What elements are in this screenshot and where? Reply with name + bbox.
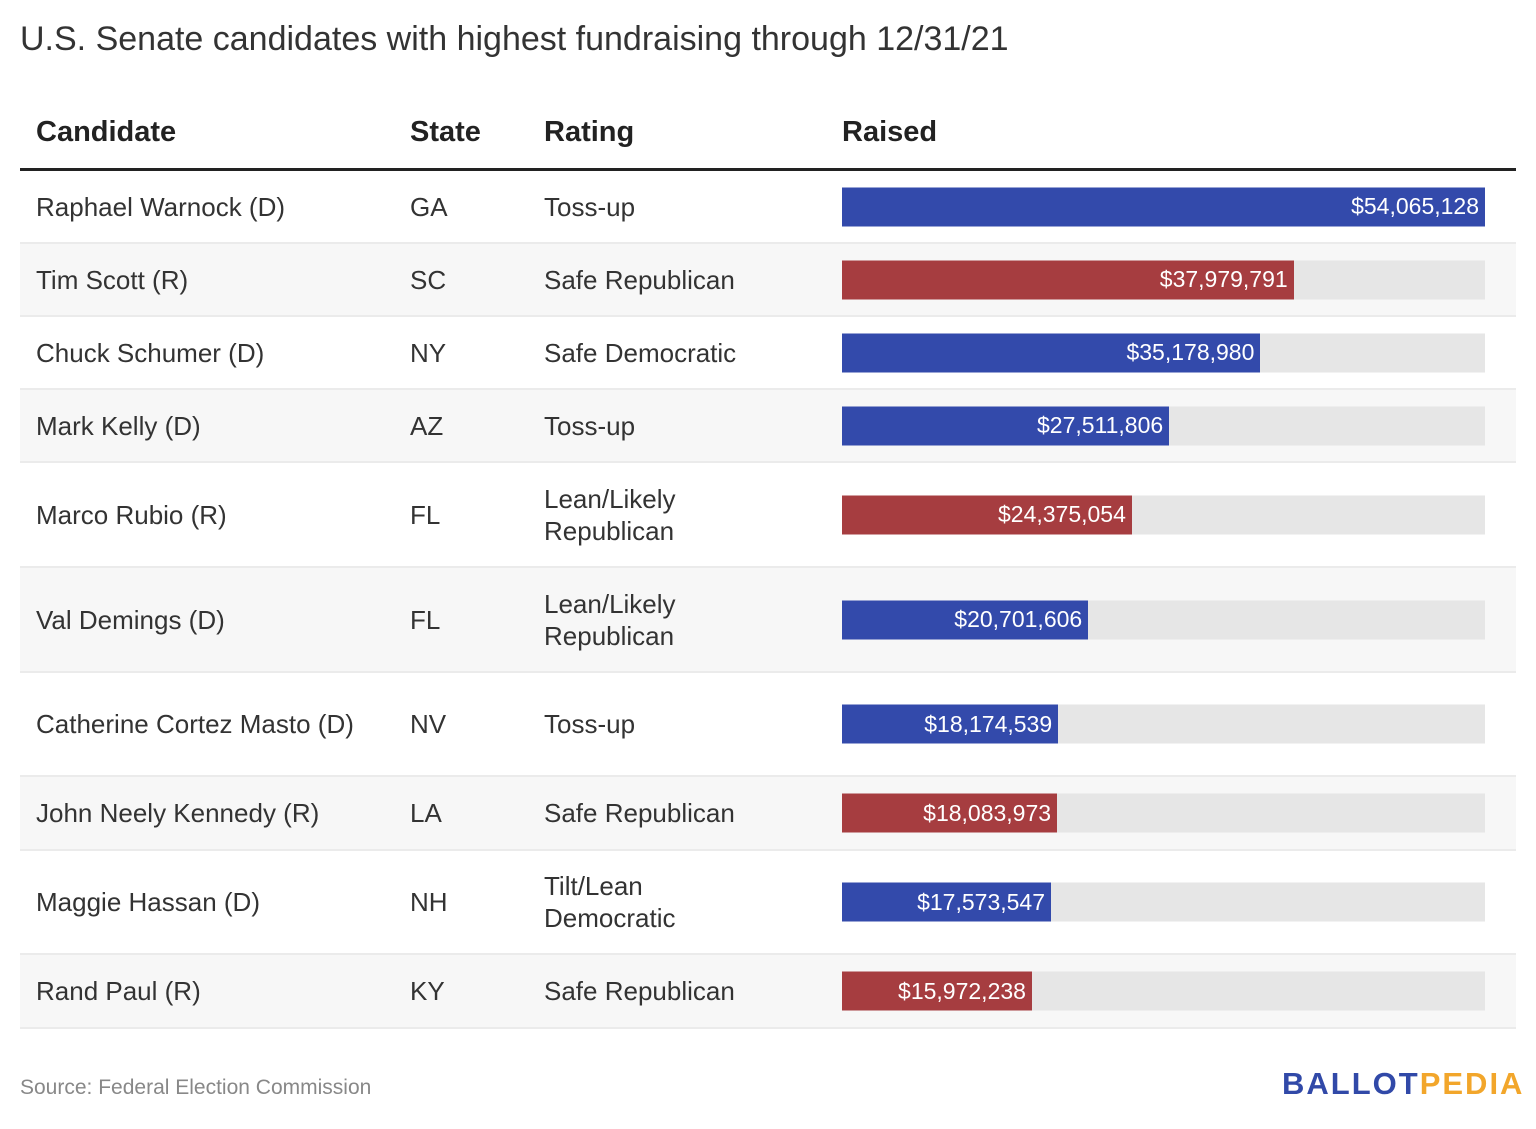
table-row: Chuck Schumer (D) NY Safe Democratic $35… — [20, 317, 1516, 390]
raised-bar: $20,701,606 — [842, 600, 1089, 639]
bar-track: $24,375,054 — [842, 495, 1485, 534]
state: LA — [410, 798, 442, 828]
raised-label: $15,972,238 — [898, 977, 1026, 1004]
raised-bar: $18,083,973 — [842, 793, 1058, 833]
bar-track: $18,083,973 — [842, 793, 1485, 833]
candidate-name: Marco Rubio (R) — [36, 499, 227, 530]
table-row: Marco Rubio (R) FL Lean/Likely Republica… — [20, 463, 1516, 568]
candidate-name: Raphael Warnock (D) — [36, 191, 286, 222]
candidate-name: John Neely Kennedy (R) — [36, 798, 320, 828]
rating: Safe Republican — [544, 264, 735, 295]
raised-bar: $27,511,806 — [842, 406, 1170, 445]
bar-track: $54,065,128 — [842, 187, 1485, 226]
header-raised: Raised — [842, 116, 938, 148]
table-row: Catherine Cortez Masto (D) NV Toss-up $1… — [20, 673, 1516, 777]
rating: Toss-up — [544, 191, 636, 222]
raised-label: $35,178,980 — [1126, 339, 1255, 365]
table-row: Maggie Hassan (D) NH Tilt/Lean Democrati… — [20, 851, 1516, 955]
state: FL — [410, 604, 441, 635]
bar-track: $15,972,238 — [842, 971, 1485, 1011]
table-row: Mark Kelly (D) AZ Toss-up $27,511,806 — [20, 390, 1516, 463]
raised-label: $54,065,128 — [1351, 193, 1479, 219]
rating: Lean/Likely Republican — [544, 588, 676, 651]
bar-track: $35,178,980 — [842, 333, 1485, 372]
table-row: Val Demings (D) FL Lean/Likely Republica… — [20, 568, 1516, 673]
raised-label: $37,979,791 — [1159, 266, 1288, 292]
source-note: Source: Federal Election Commission — [20, 1076, 372, 1099]
state: KY — [410, 976, 445, 1006]
raised-bar: $54,065,128 — [842, 187, 1485, 226]
bar-track: $18,174,539 — [842, 704, 1485, 744]
candidate-name: Catherine Cortez Masto (D) — [36, 709, 354, 739]
logo-part-ballot: BALLOT — [1282, 1066, 1420, 1101]
raised-label: $18,174,539 — [924, 710, 1053, 737]
raised-label: $17,573,547 — [917, 888, 1045, 915]
raised-label: $27,511,806 — [1036, 412, 1164, 438]
rating: Safe Republican — [544, 976, 735, 1006]
bar-track: $27,511,806 — [842, 406, 1485, 445]
raised-bar: $15,972,238 — [842, 971, 1032, 1011]
state: SC — [410, 264, 447, 295]
candidate-name: Rand Paul (R) — [36, 976, 201, 1006]
raised-label: $20,701,606 — [954, 606, 1083, 632]
table-row: John Neely Kennedy (R) LA Safe Republica… — [20, 777, 1516, 851]
header-state: State — [410, 116, 481, 148]
raised-bar: $24,375,054 — [842, 495, 1132, 534]
rating: Tilt/Lean Democratic — [544, 871, 676, 933]
candidate-name: Maggie Hassan (D) — [36, 887, 260, 917]
raised-bar: $37,979,791 — [842, 260, 1294, 299]
table-row: Tim Scott (R) SC Safe Republican $37,979… — [20, 244, 1516, 317]
state: FL — [410, 499, 441, 530]
state: NH — [410, 887, 448, 917]
state: GA — [410, 191, 448, 222]
rating: Safe Democratic — [544, 337, 737, 368]
candidate-name: Tim Scott (R) — [36, 264, 189, 295]
state: NV — [410, 709, 447, 739]
rating: Safe Republican — [544, 798, 735, 828]
raised-bar: $35,178,980 — [842, 333, 1261, 372]
raised-bar: $17,573,547 — [842, 882, 1051, 922]
rating: Toss-up — [544, 410, 636, 441]
logo-part-pedia: PEDIA — [1419, 1066, 1525, 1101]
header-rating: Rating — [544, 116, 635, 148]
state: NY — [410, 337, 447, 368]
rating: Lean/Likely Republican — [544, 483, 676, 546]
candidate-name: Chuck Schumer (D) — [36, 337, 265, 368]
ballotpedia-logo: BALLOTPEDIA — [1282, 1066, 1524, 1102]
raised-label: $24,375,054 — [997, 501, 1126, 527]
bar-track: $37,979,791 — [842, 260, 1485, 299]
state: AZ — [410, 410, 444, 441]
table-header: Candidate State Rating Raised — [20, 100, 1516, 171]
rating: Toss-up — [544, 709, 636, 739]
header-candidate: Candidate — [36, 116, 177, 148]
raised-bar: $18,174,539 — [842, 704, 1059, 744]
candidate-name: Mark Kelly (D) — [36, 410, 201, 441]
bar-track: $20,701,606 — [842, 600, 1485, 639]
bar-track: $17,573,547 — [842, 882, 1485, 922]
candidate-name: Val Demings (D) — [36, 604, 225, 635]
fundraising-table: Candidate State Rating Raised Raphael Wa… — [20, 100, 1516, 1029]
raised-label: $18,083,973 — [923, 799, 1052, 826]
table-row: Rand Paul (R) KY Safe Republican $15,972… — [20, 955, 1516, 1029]
chart-title: U.S. Senate candidates with highest fund… — [20, 20, 1009, 58]
table-row: Raphael Warnock (D) GA Toss-up $54,065,1… — [20, 171, 1516, 244]
